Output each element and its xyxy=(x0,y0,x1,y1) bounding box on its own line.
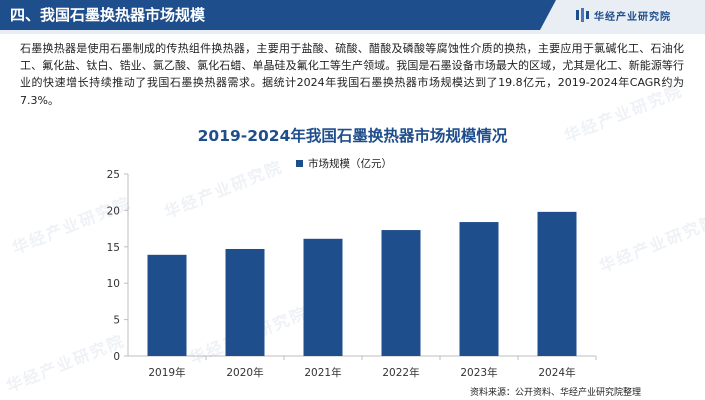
y-tick-label: 20 xyxy=(107,205,120,217)
page-title: 四、我国石墨换热器市场规模 xyxy=(10,6,206,24)
header-bar xyxy=(0,0,556,30)
chart-title: 2019-2024年我国石墨换热器市场规模情况 xyxy=(197,127,508,145)
brand-name: 华经产业研究院 xyxy=(594,12,671,23)
legend-label: 市场规模（亿元） xyxy=(308,157,392,170)
x-tick-label: 2022年 xyxy=(382,366,419,379)
y-tick-label: 25 xyxy=(107,169,120,181)
x-tick-label: 2020年 xyxy=(226,366,263,379)
chart-legend: 市场规模（亿元） xyxy=(296,156,392,170)
y-tick-label: 15 xyxy=(107,242,120,254)
legend-swatch xyxy=(296,159,303,167)
x-tick-label: 2024年 xyxy=(538,366,575,379)
y-tick-label: 5 xyxy=(113,315,120,327)
bar xyxy=(381,230,421,356)
x-tick-label: 2023年 xyxy=(460,366,497,379)
x-tick-label: 2019年 xyxy=(148,366,185,379)
source-note: 资料来源：公开资料、华经产业研究院整理 xyxy=(470,388,642,398)
brand-logo-icon xyxy=(576,8,589,22)
header: 四、我国石墨换热器市场规模 华经产业研究院 xyxy=(0,0,705,34)
y-tick-label: 10 xyxy=(107,278,120,290)
bar xyxy=(537,211,577,356)
bar xyxy=(459,222,499,356)
x-tick-label: 2021年 xyxy=(304,366,341,379)
bar xyxy=(147,254,187,356)
bar xyxy=(225,248,265,356)
intro-paragraph: 石墨换热器是使用石墨制成的传热组件换热器，主要用于盐酸、硫酸、醋酸及磷酸等腐蚀性… xyxy=(20,42,684,107)
y-tick-label: 0 xyxy=(113,351,120,363)
bar xyxy=(303,238,343,356)
